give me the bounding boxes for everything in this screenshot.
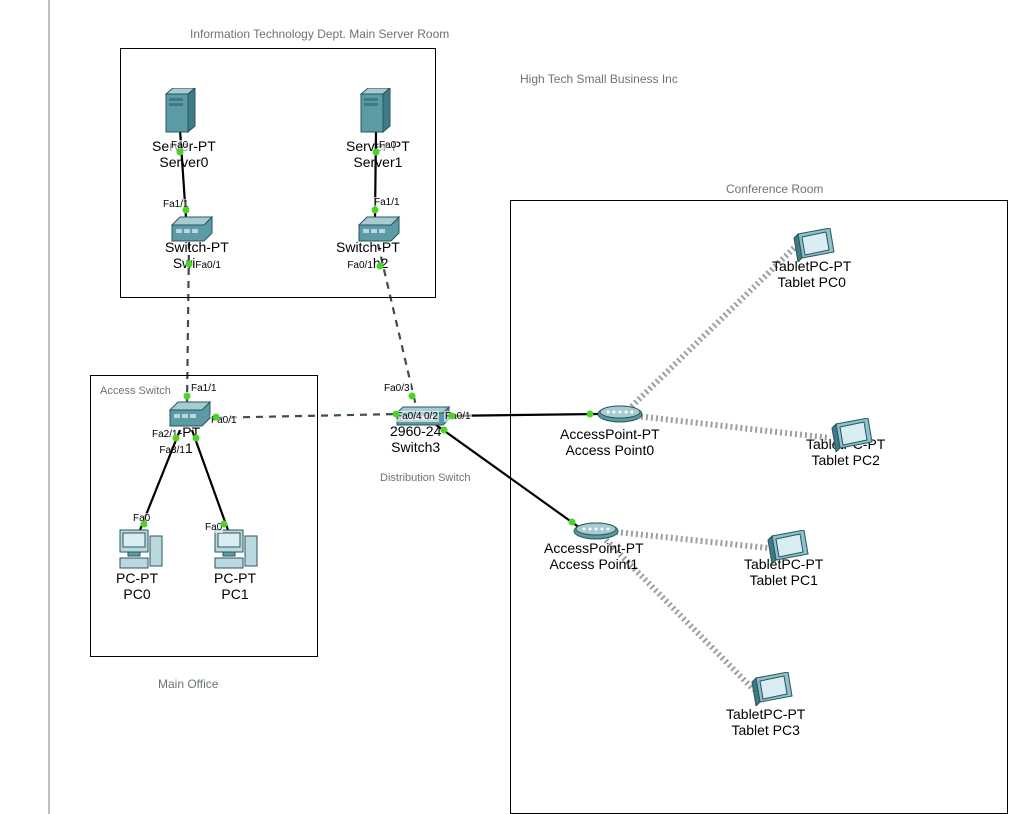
link-status-dot [393, 411, 400, 418]
region-label-server-room: Information Technology Dept. Main Server… [190, 27, 449, 41]
device-label-ap0: AccessPoint-PTAccess Point0 [560, 426, 660, 458]
region-label-conf-room: Conference Room [726, 182, 823, 196]
switch-icon [357, 215, 401, 243]
link-status-dot [409, 393, 416, 400]
device-pc0[interactable] [118, 528, 164, 577]
device-switchA[interactable] [170, 215, 214, 248]
link-status-dot [193, 435, 200, 442]
pc-icon [118, 528, 164, 572]
link-status-dot [587, 411, 594, 418]
device-tab0[interactable] [790, 228, 836, 267]
pc-icon [213, 528, 259, 572]
tablet-icon [764, 530, 810, 564]
link-status-dot [449, 413, 456, 420]
port-label-6: 0/2 [423, 411, 439, 422]
link-status-dot [373, 149, 380, 156]
device-tab2[interactable] [828, 418, 874, 457]
device-switchB[interactable] [357, 215, 401, 248]
topology-canvas: Information Technology Dept. Main Server… [0, 0, 1024, 814]
tablet-icon [748, 672, 794, 706]
link-status-dot [441, 427, 448, 434]
link-status-dot [221, 521, 228, 528]
tablet-icon [790, 228, 836, 262]
link-status-dot [186, 261, 193, 268]
port-label-2: Fa1/1 [190, 383, 218, 394]
link-status-dot [141, 521, 148, 528]
device-switch1[interactable] [168, 400, 212, 433]
link-status-dot [569, 519, 576, 526]
title-label: High Tech Small Business Inc [520, 72, 678, 86]
tablet-icon [828, 418, 874, 452]
access-point-icon [572, 522, 620, 540]
port-overlay-server1: Fa0 [378, 140, 397, 151]
device-server0[interactable] [163, 88, 197, 139]
server-icon [358, 88, 392, 134]
switch-icon [170, 215, 214, 243]
access-point-icon [596, 405, 644, 423]
device-tab3[interactable] [748, 672, 794, 711]
link-status-dot [213, 414, 220, 421]
inner-label-main-office: Access Switch [100, 385, 171, 397]
switch-icon [168, 400, 212, 428]
link-status-dot [183, 207, 190, 214]
device-pc1[interactable] [213, 528, 259, 577]
link-status-dot [377, 263, 384, 270]
device-ap0[interactable] [596, 405, 644, 428]
link-status-dot [173, 435, 180, 442]
region-label-main-office: Main Office [158, 677, 218, 691]
device-ap1[interactable] [572, 522, 620, 545]
link-status-dot [372, 207, 379, 214]
device-tab1[interactable] [764, 530, 810, 569]
device-server1[interactable] [358, 88, 392, 139]
server-icon [163, 88, 197, 134]
port-label-4: Fa0/3 [383, 383, 411, 394]
link-status-dot [184, 393, 191, 400]
extra-label-0: Distribution Switch [380, 472, 470, 484]
link-status-dot [177, 149, 184, 156]
